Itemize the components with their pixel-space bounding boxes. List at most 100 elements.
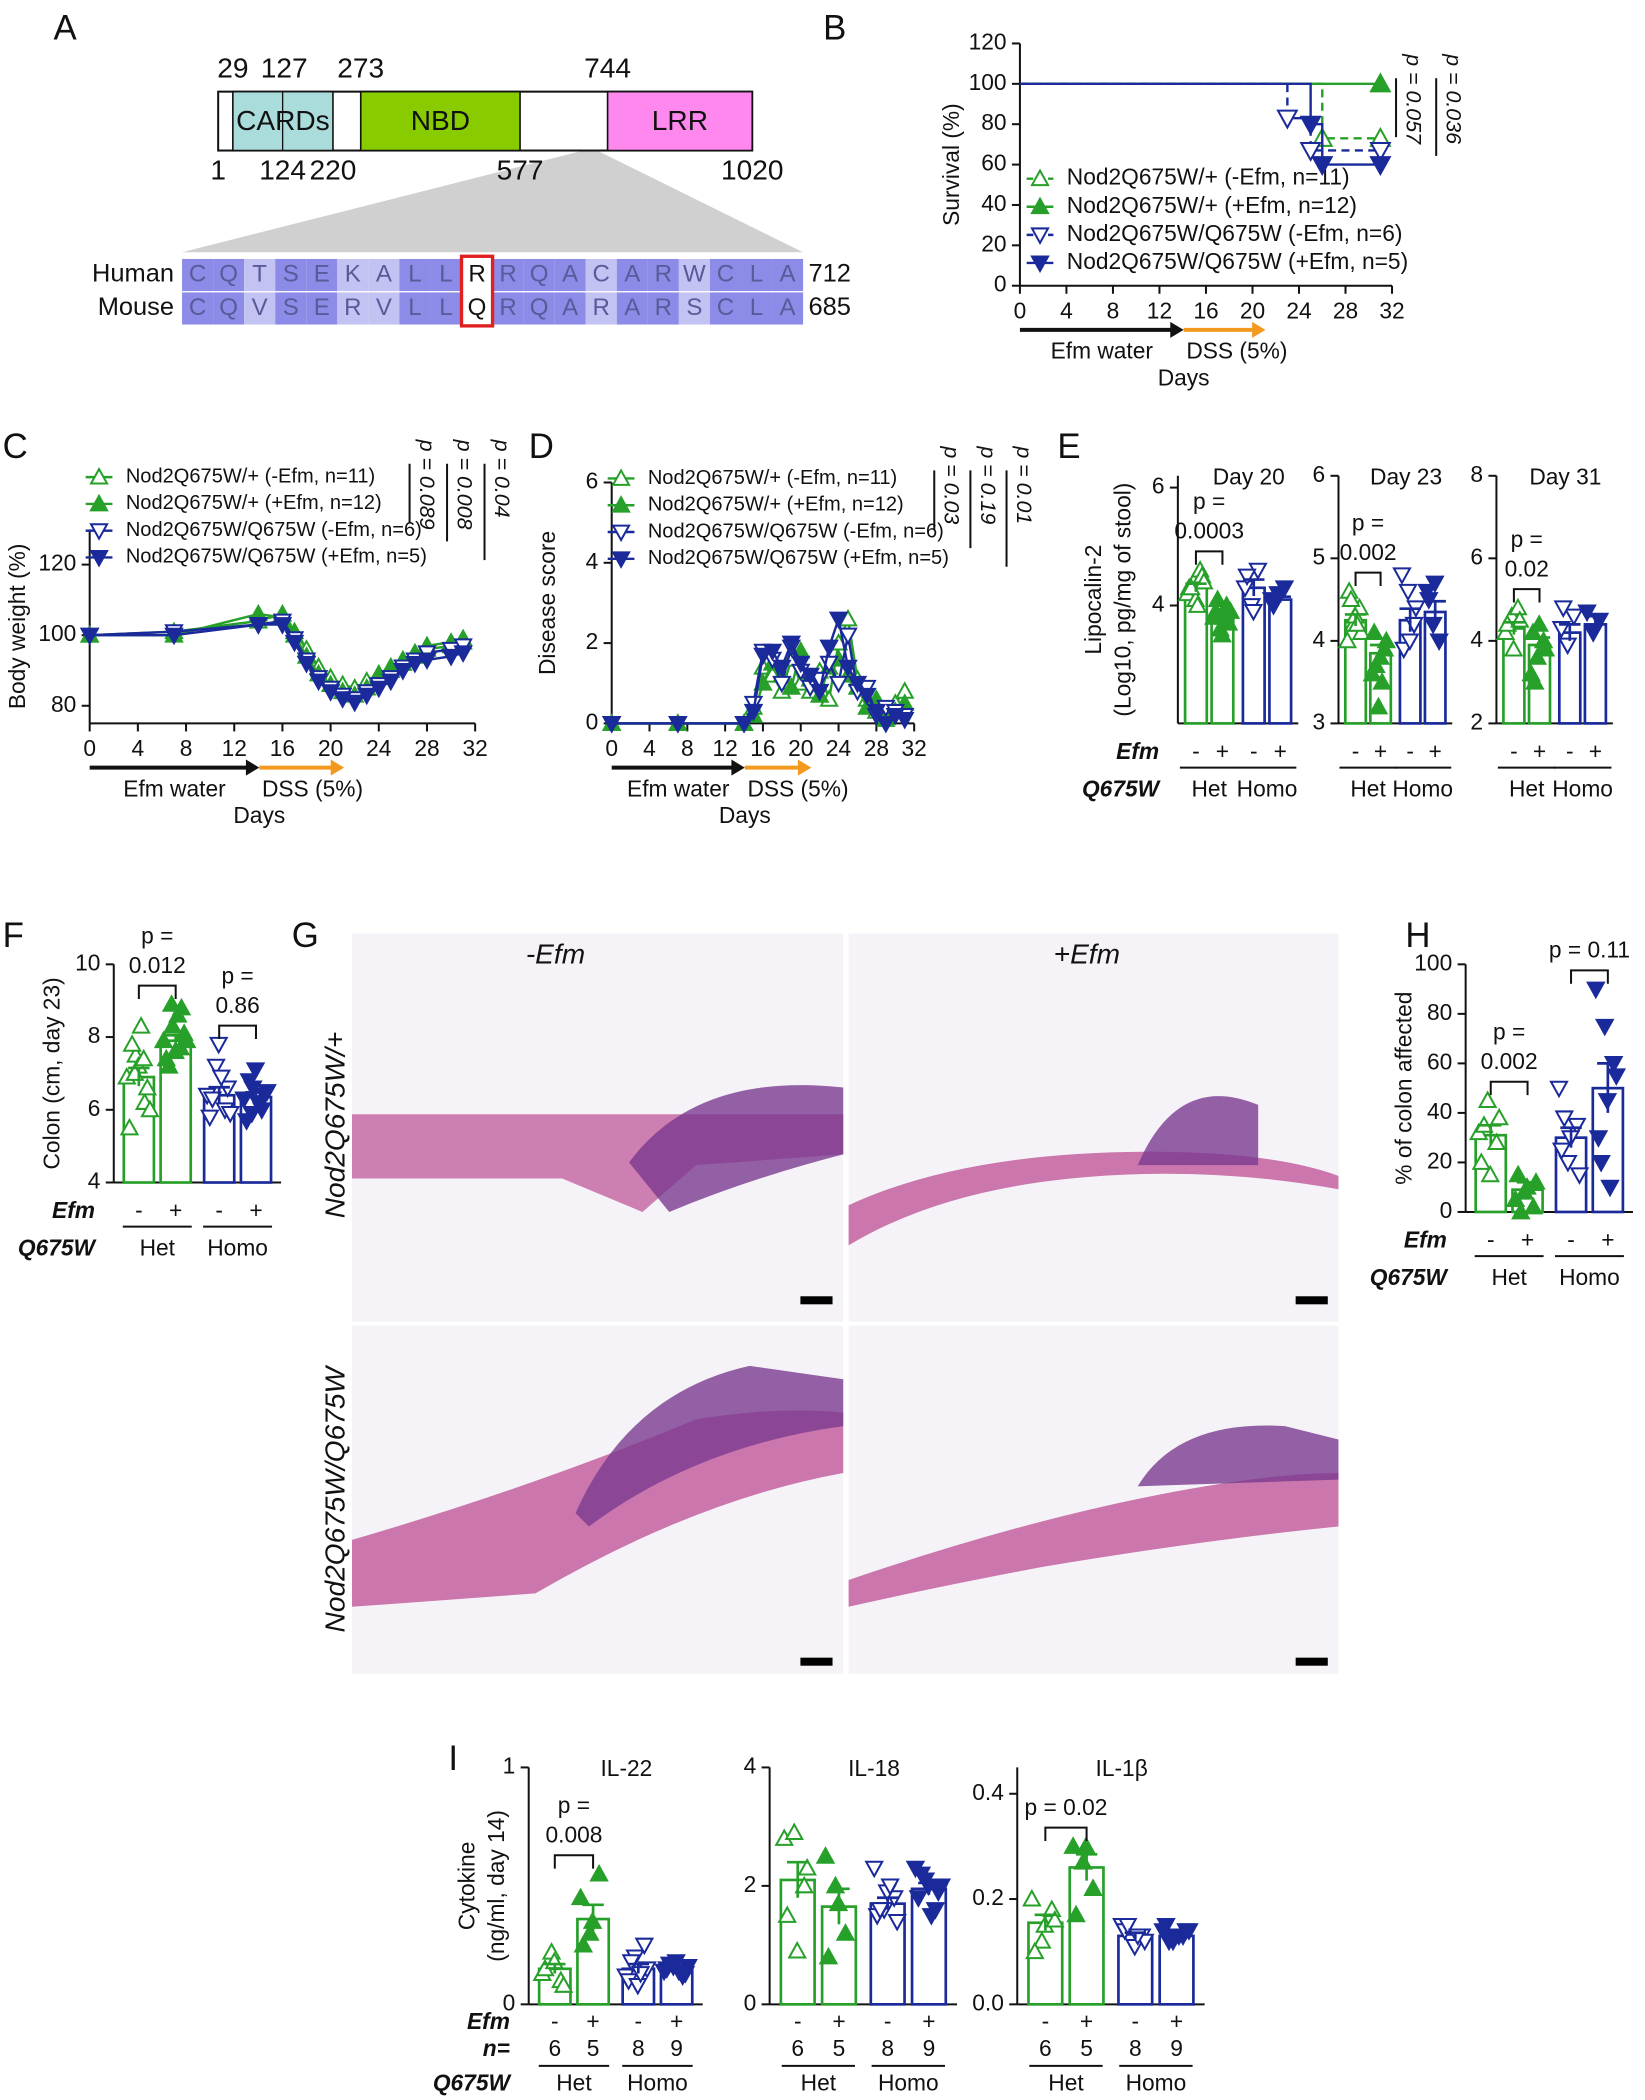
marker	[866, 703, 887, 722]
y-tick-label: 6	[586, 467, 599, 493]
p-value: p = 0.008	[452, 439, 476, 530]
p-value: p = 0.036	[1442, 53, 1466, 144]
marker	[369, 680, 389, 699]
residue: C	[717, 260, 734, 287]
series-line	[1019, 82, 1381, 140]
error-bar	[1075, 1852, 1098, 1881]
data-point	[864, 1860, 884, 1879]
position-label: 744	[584, 53, 631, 84]
x-category: -	[1487, 1226, 1495, 1252]
n-label: 8	[1129, 2035, 1142, 2061]
residue-cell	[585, 292, 617, 325]
error-bar	[1480, 1123, 1502, 1146]
crypts	[1137, 1096, 1259, 1166]
species-label: Mouse	[98, 293, 174, 321]
p-bracket	[1044, 1826, 1088, 1842]
x-group: Homo	[1126, 2070, 1187, 2096]
residue-cell	[740, 258, 773, 292]
x-category: +	[1080, 2008, 1093, 2034]
marker	[164, 627, 184, 646]
residue-cell	[430, 258, 462, 292]
row-label: Q675W	[18, 1234, 98, 1260]
x-group: Het	[1191, 775, 1227, 801]
y-tick-label: 8	[1470, 461, 1483, 487]
data-point	[1212, 624, 1232, 643]
x-category: -	[1250, 738, 1258, 764]
data-point	[921, 1908, 942, 1926]
y-tick-label: 40	[1427, 1098, 1452, 1124]
error-bar	[1559, 623, 1581, 641]
marker	[417, 652, 437, 670]
residue-cell	[275, 258, 307, 292]
data-point	[1187, 595, 1208, 613]
x-category: -	[135, 1197, 143, 1223]
residue-number: 712	[808, 260, 850, 288]
x-tick-label: 12	[1147, 298, 1172, 324]
legend-marker	[1030, 227, 1050, 245]
data-point	[1347, 614, 1367, 632]
n-label: 8	[881, 2035, 894, 2061]
data-point	[573, 1935, 594, 1953]
marker	[734, 715, 754, 734]
p-bracket	[218, 1024, 257, 1039]
data-point	[211, 1069, 232, 1088]
p-value: p =	[558, 1792, 590, 1818]
residue: R	[655, 260, 672, 287]
n-label: 6	[1039, 2035, 1052, 2061]
scale-bar	[800, 1657, 833, 1666]
error-bar	[1424, 599, 1446, 623]
marker	[453, 645, 473, 663]
data-point	[1564, 608, 1584, 627]
residue: C	[593, 260, 610, 287]
marker	[405, 655, 425, 674]
residue-cell	[368, 292, 400, 325]
data-point	[1423, 616, 1443, 635]
data-point	[1554, 1110, 1575, 1128]
y-tick-label: 0	[1440, 1197, 1453, 1223]
p-value: p = 0.057	[1401, 53, 1425, 145]
chart-title: IL-22	[600, 1755, 652, 1781]
data-point	[777, 1905, 797, 1923]
data-point	[1525, 672, 1545, 690]
residue: R	[468, 260, 485, 287]
data-point	[159, 1056, 179, 1074]
data-point	[1551, 1142, 1572, 1161]
chart-title: Day 20	[1213, 463, 1285, 489]
data-point	[570, 1887, 591, 1906]
data-point	[206, 1058, 226, 1077]
x-tick-label: 16	[750, 735, 775, 761]
bar	[1027, 1921, 1064, 2006]
residue: A	[780, 260, 797, 287]
residue: C	[189, 260, 206, 287]
marker	[1369, 72, 1392, 93]
n-label: 6	[791, 2035, 804, 2061]
data-point	[1508, 1164, 1528, 1183]
y-tick-label: 0.0	[972, 1989, 1004, 2015]
y-tick-label: 120	[969, 28, 1007, 54]
data-point	[1586, 981, 1606, 1000]
marker	[296, 655, 317, 674]
residue-cell	[399, 292, 431, 325]
arrow-head	[731, 759, 745, 776]
residue: A	[624, 294, 641, 321]
data-point	[1392, 567, 1412, 585]
legend-label: Nod2Q675W/+ (+Efm, n=12)	[648, 494, 904, 516]
annotation: Efm water	[1051, 338, 1154, 364]
y-tick-label: 0	[586, 708, 599, 734]
marker	[857, 687, 877, 706]
residue: S	[283, 294, 299, 321]
y-tick-label: 3	[1312, 708, 1325, 734]
y-tick-label: 80	[981, 109, 1006, 135]
position-label: 220	[310, 154, 357, 185]
marker	[284, 634, 305, 653]
y-axis-label: % of colon affected	[1390, 992, 1416, 1185]
residue: R	[655, 294, 672, 321]
residue-cell	[523, 258, 555, 292]
marker	[876, 715, 896, 734]
x-category: -	[1352, 738, 1360, 764]
marker	[344, 694, 365, 713]
data-point	[1523, 622, 1543, 641]
residue-cell	[492, 292, 524, 325]
x-category: -	[635, 2008, 643, 2034]
y-tick-label: 20	[1427, 1147, 1452, 1173]
